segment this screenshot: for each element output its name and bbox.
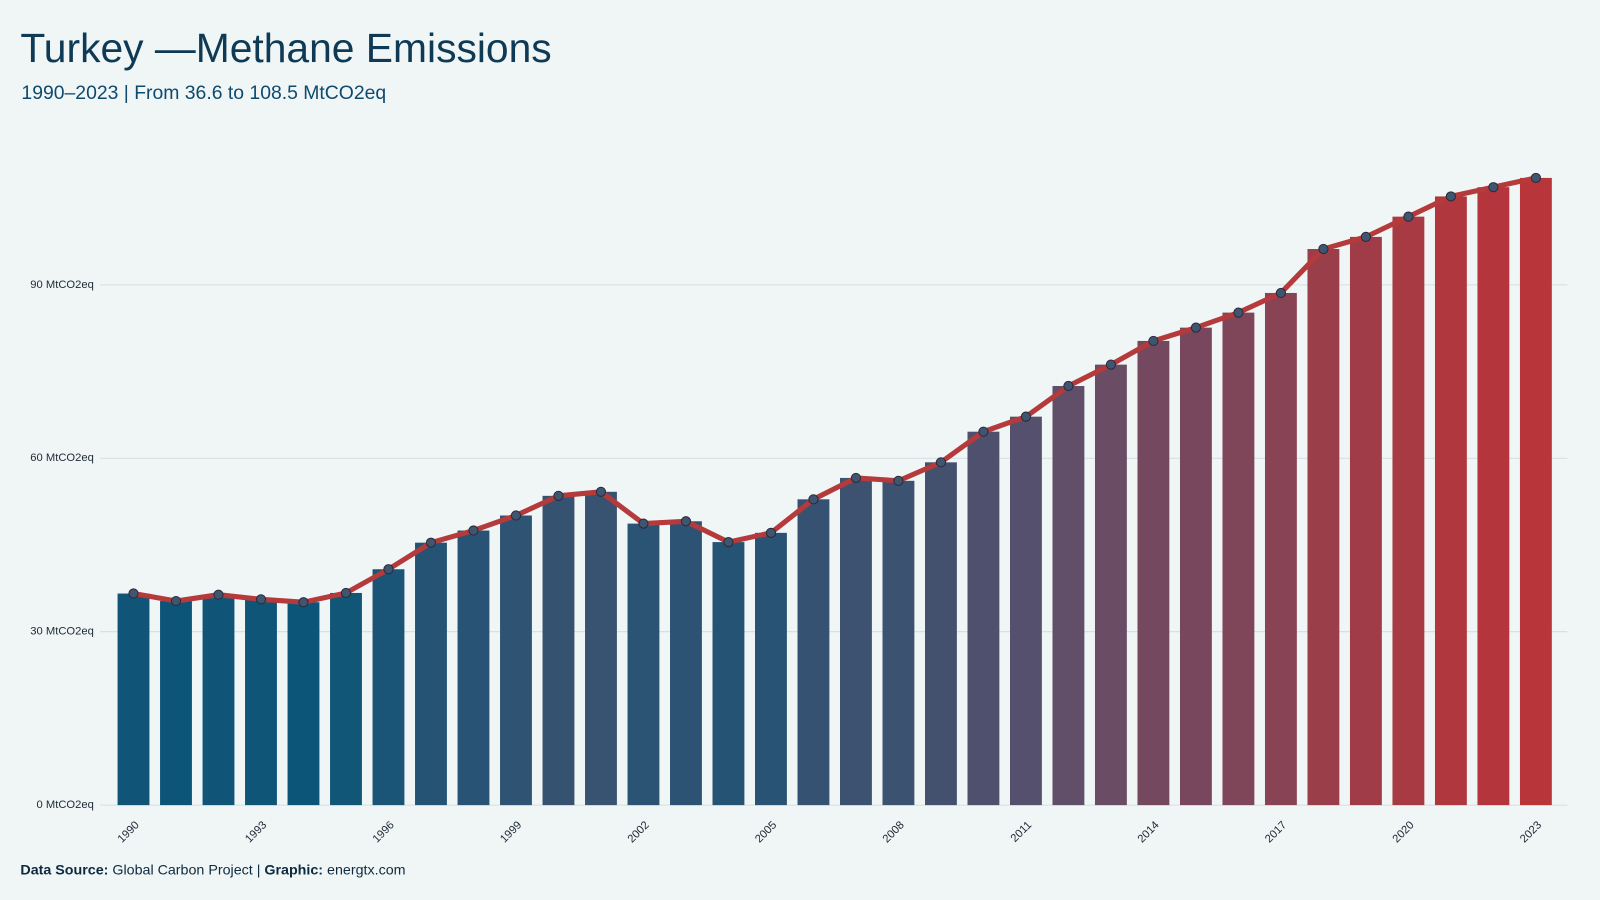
marker (808, 494, 819, 505)
bar (1009, 416, 1042, 806)
bar (585, 491, 617, 806)
marker (850, 472, 862, 484)
marker (1020, 411, 1032, 422)
bar (117, 593, 150, 806)
marker (765, 527, 777, 538)
trend-line (133, 175, 1537, 605)
marker (1318, 243, 1329, 255)
marker (1445, 191, 1457, 202)
marker (1360, 231, 1372, 242)
marker (1063, 380, 1074, 392)
marker (595, 486, 607, 497)
bar (372, 569, 405, 806)
marker (723, 536, 734, 548)
marker (935, 457, 947, 468)
separator: | (257, 862, 261, 878)
bar (627, 523, 660, 806)
marker (638, 518, 649, 529)
bar (1222, 312, 1255, 806)
bar (542, 495, 575, 806)
marker (1275, 287, 1287, 299)
y-tick-label: 0 MtCO2eq (37, 799, 94, 811)
marker (340, 587, 352, 599)
bar (882, 480, 915, 806)
marker (128, 588, 139, 599)
marker (298, 597, 309, 608)
bar (202, 594, 235, 806)
marker (170, 595, 182, 607)
bar (967, 431, 1000, 806)
marker (425, 537, 437, 548)
marker (383, 564, 394, 575)
source: Global Carbon Project (112, 862, 252, 878)
marker (1233, 307, 1244, 318)
marker (510, 510, 522, 521)
y-tick-label: 30 MtCO2eq (30, 626, 94, 638)
bar (1392, 216, 1425, 806)
graphic: energtx.com (327, 862, 406, 878)
chart-subtitle: 1990–2023 | From 36.6 to 108.5 MtCO2eq (21, 82, 386, 104)
marker (553, 490, 564, 501)
bar (1179, 327, 1212, 806)
bar (1477, 187, 1510, 806)
marker (1105, 359, 1117, 370)
source-label: Data Source: (20, 862, 108, 878)
y-tick-label: 90 MtCO2eq (30, 279, 94, 291)
graphic-label: Graphic: (264, 862, 323, 878)
bar (1094, 364, 1127, 806)
bar (245, 599, 277, 806)
bar (1264, 292, 1297, 806)
bar (1052, 386, 1085, 806)
bar (1519, 177, 1552, 806)
bar (1137, 340, 1170, 806)
marker (468, 525, 479, 536)
bar (925, 462, 957, 806)
marker (1190, 322, 1202, 333)
marker (255, 594, 267, 605)
marker (680, 516, 692, 527)
bar (457, 530, 490, 806)
bar (840, 477, 872, 806)
bar (755, 532, 787, 806)
bar (500, 515, 532, 806)
footer: Data Source: Global Carbon Project | Gra… (20, 862, 405, 878)
marker (213, 589, 224, 600)
marker (978, 426, 989, 437)
bar (330, 592, 362, 806)
bar (1434, 196, 1467, 806)
bar (415, 542, 447, 806)
marker (1530, 172, 1541, 184)
bar (670, 521, 702, 806)
bar (797, 499, 830, 806)
marker (1148, 335, 1159, 347)
bar (287, 602, 320, 806)
marker (1488, 182, 1499, 193)
y-tick-label: 60 MtCO2eq (30, 452, 94, 464)
marker (1403, 211, 1414, 222)
bar (160, 601, 192, 806)
chart-title: Turkey —Methane Emissions (20, 25, 551, 71)
bar (712, 542, 745, 806)
bar (1307, 249, 1340, 806)
marker (893, 475, 904, 486)
bar (1349, 236, 1382, 806)
